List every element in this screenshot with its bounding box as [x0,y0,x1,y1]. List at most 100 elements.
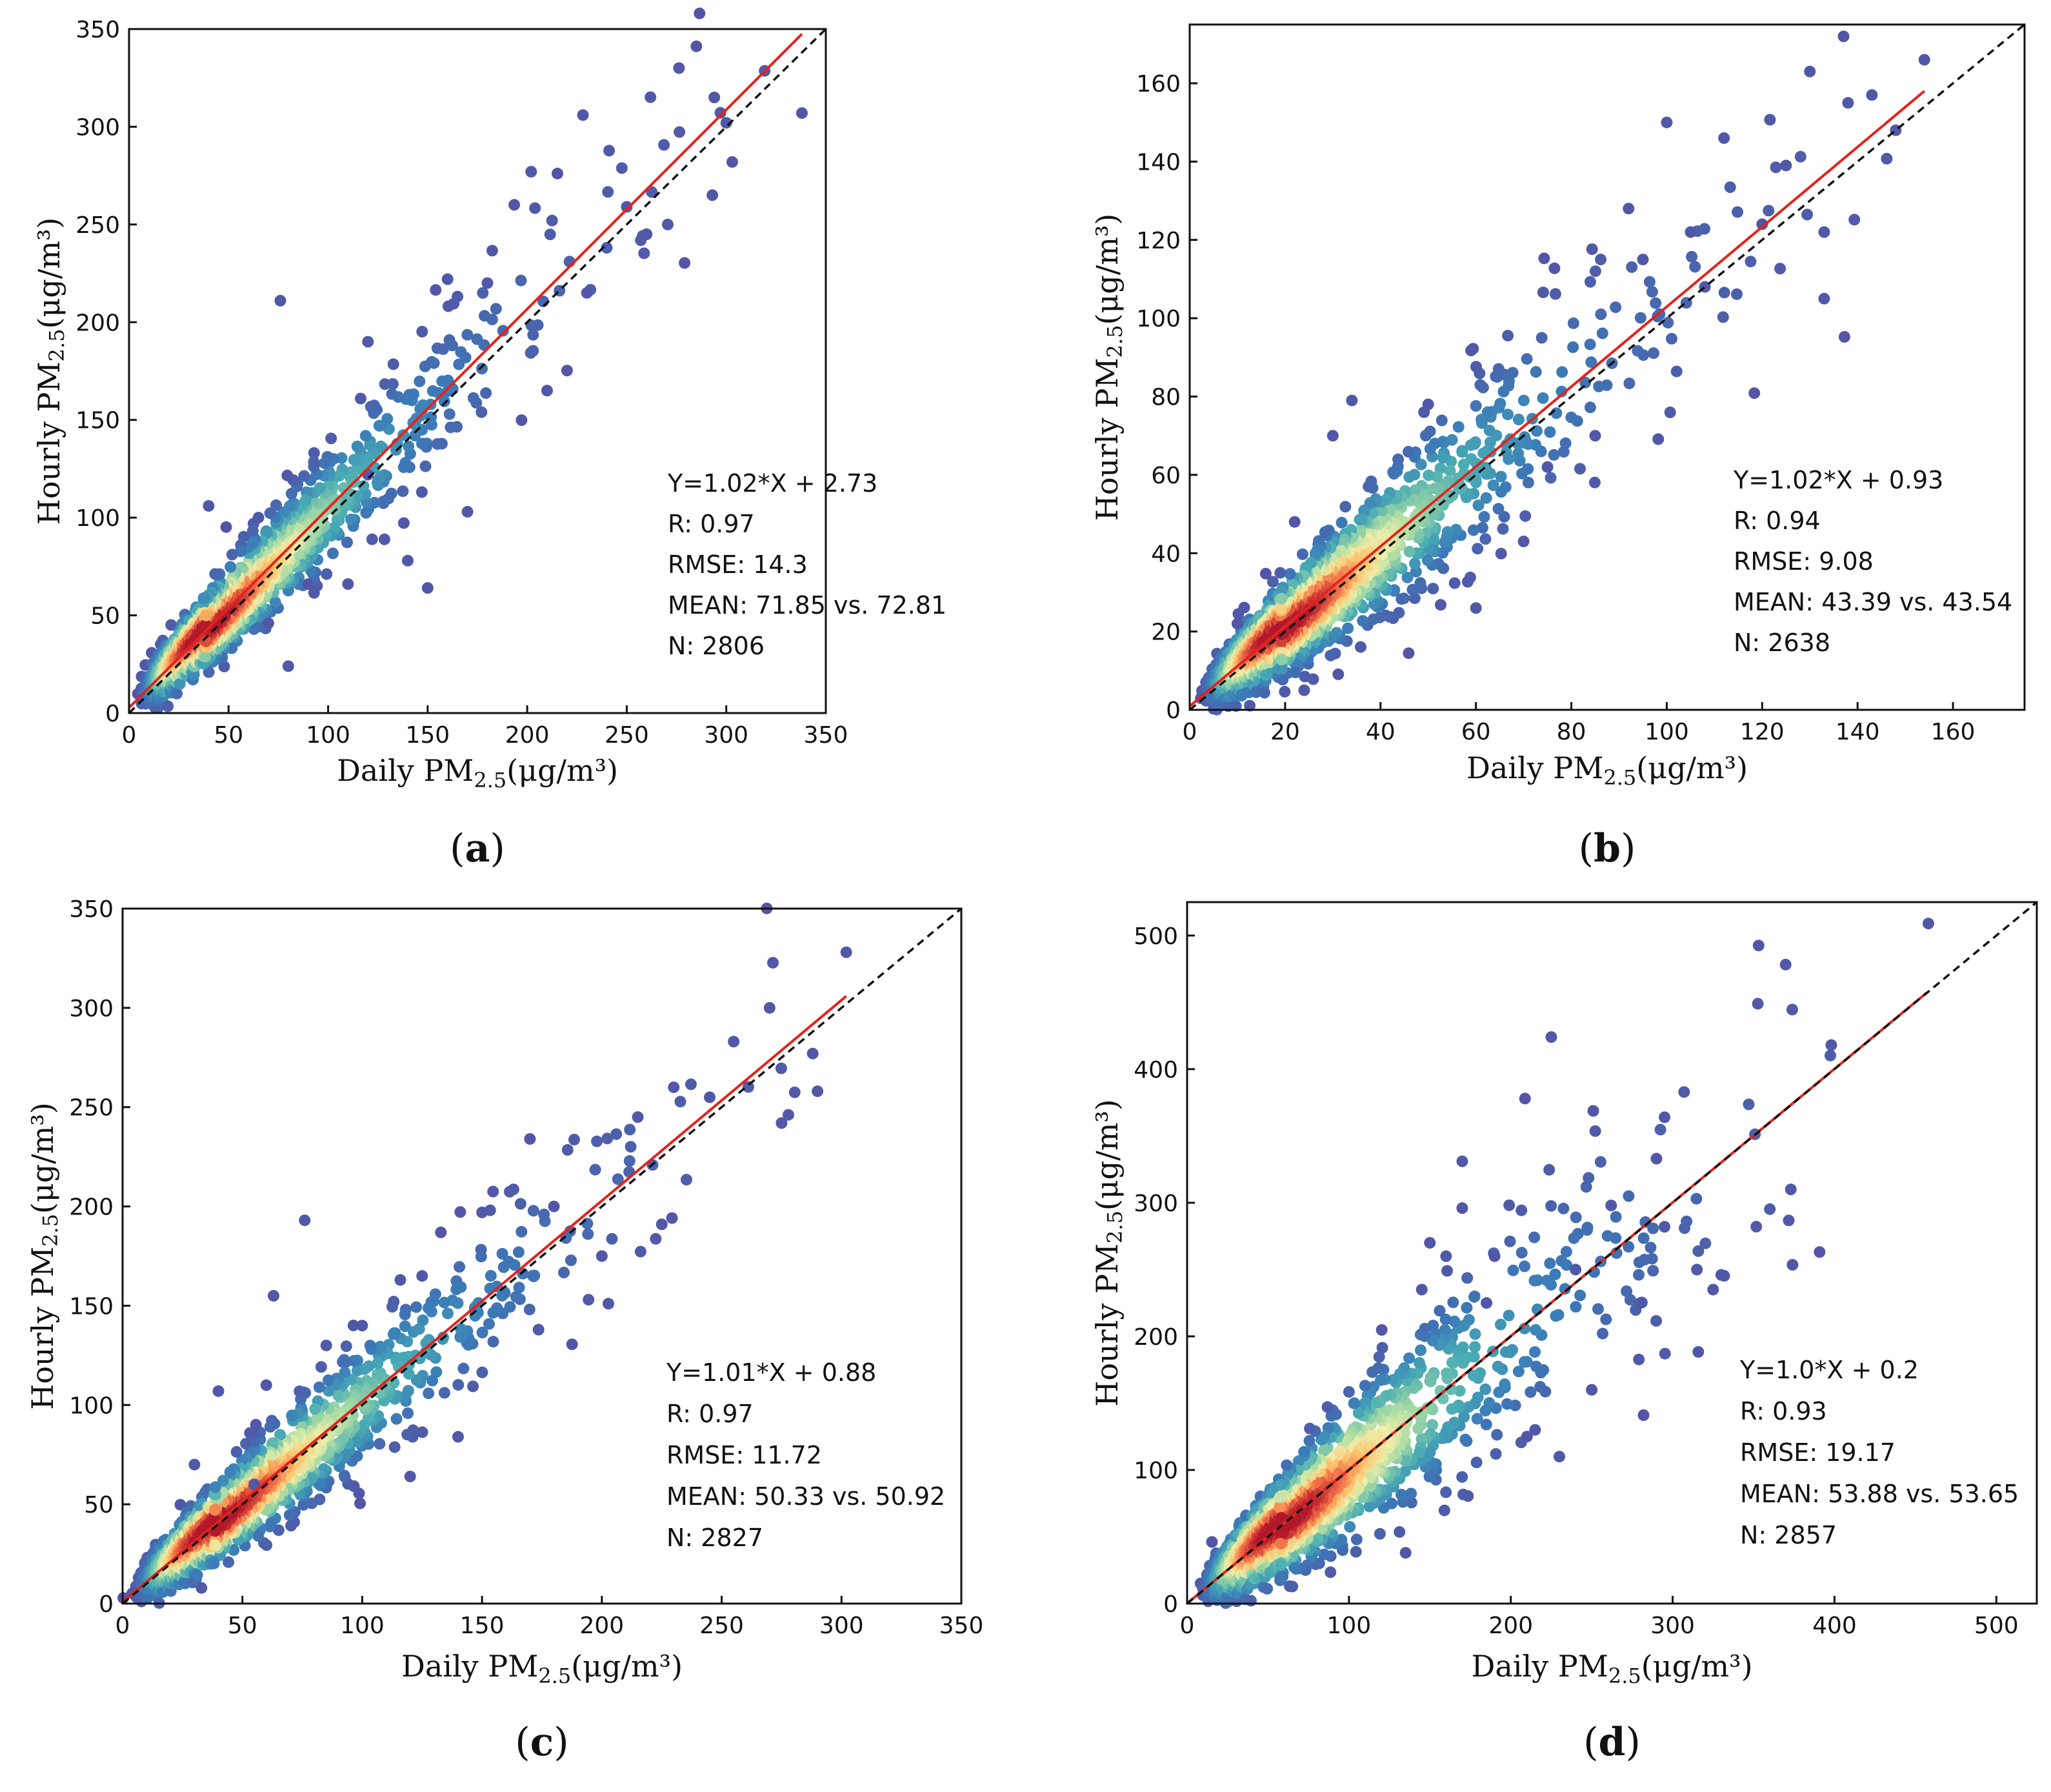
scatter-point [1403,647,1415,659]
scatter-point [1457,458,1470,470]
scatter-point [1670,365,1683,378]
y-tick-label: 200 [75,310,120,336]
x-tick-label: 40 [1366,719,1396,745]
scatter-point [269,596,281,609]
scatter-point [240,1438,252,1450]
scatter-point [199,592,211,604]
scatter-point [788,1086,801,1098]
outlier-point [577,109,589,121]
scatter-point [1358,504,1370,516]
scatter-point [397,485,409,498]
scatter-point [538,1208,550,1220]
outlier-point [641,228,653,240]
scatter-point [1548,262,1561,274]
scatter-point [442,1307,454,1320]
scatter-point [1284,568,1296,580]
scatter-point [1717,311,1729,323]
x-tick-label: 100 [1645,719,1689,745]
scatter-point [1650,297,1662,309]
outlier-point [1804,65,1816,77]
scatter-point [431,438,443,450]
scatter-point [325,432,337,445]
stat-equation: Y=1.02*X + 2.73 [667,469,877,498]
outlier-point [402,554,414,567]
scatter-point [634,1245,646,1258]
scatter-point [298,470,310,482]
scatter-point [1424,443,1436,455]
scatter-point [1495,486,1507,498]
scatter-point [1387,466,1399,478]
scatter-point [416,325,428,337]
scatter-point [1354,514,1366,526]
scatter-point [403,440,415,452]
scatter-point [625,1141,637,1153]
scatter-point [1626,261,1638,273]
x-tick-label: 300 [704,722,748,749]
outlier-point [1623,203,1635,215]
x-tick-label: 0 [1183,719,1197,745]
scatter-point [1586,243,1598,256]
scatter-point [457,1362,470,1374]
scatter-point [467,1380,479,1393]
scatter-point [230,1445,243,1458]
outlier-point [1780,159,1792,172]
scatter-point [480,387,492,399]
scatter-point [512,1246,525,1258]
scatter-point [373,419,385,432]
outlier-point [541,385,553,397]
scatter-point [1584,401,1596,414]
scatter-point [775,1062,787,1074]
scatter-point [1276,592,1288,605]
scatter-point [1342,622,1354,634]
scatter-point [401,1429,414,1441]
scatter-point [386,1301,398,1313]
scatter-point [354,1497,366,1509]
scatter-point [455,346,467,358]
scatter-point [565,1254,577,1267]
scatter-point [441,385,454,398]
scatter-point [1537,287,1549,299]
scatter-point [645,91,657,103]
scatter-point [326,547,339,559]
scatter-point [504,1185,515,1198]
scatter-point [1368,598,1380,610]
scatter-point [561,365,573,377]
identity-line [128,28,827,714]
scatter-point [414,376,426,387]
scatter-point [1732,206,1743,218]
scatter-point [487,1336,499,1348]
ticks-a: 0 50 100 150 200 250 300 3500501001502002503003… [75,17,848,749]
outlier-point [282,660,294,672]
outlier-point [1470,602,1482,614]
scatter-point [475,1243,487,1256]
x-tick-label: 100 [306,722,350,749]
scatter-point [387,1328,399,1340]
scatter-point [1516,467,1528,479]
scatter-point [366,533,378,545]
scatter-point [1483,425,1496,437]
scatter-point [1414,577,1426,589]
stat-n: N: 2638 [1734,629,1830,657]
scatter-point [1419,430,1432,441]
scatter-point [1487,479,1499,491]
scatter-point [1502,408,1514,421]
scatter-point [658,139,670,151]
scatter-point [674,126,686,138]
scatter-point [638,247,650,259]
scatter-point [313,1381,325,1393]
scatter-point [397,517,410,529]
scatter-point [515,1225,528,1238]
scatter-point [315,1361,327,1373]
x-tick-label: 60 [1461,719,1491,745]
scatter-point [486,245,498,257]
scatter-point [1556,385,1568,398]
panel-a: 0 50 100 150 200 250 300 3500501001502002503003… [32,7,946,871]
y-tick-label: 300 [75,114,120,141]
scatter-point [409,430,421,442]
scatter-point [1748,387,1761,399]
scatter-point [1512,447,1525,459]
scatter-point [1492,503,1505,515]
scatter-point [476,1366,488,1378]
outlier-point [421,582,434,594]
